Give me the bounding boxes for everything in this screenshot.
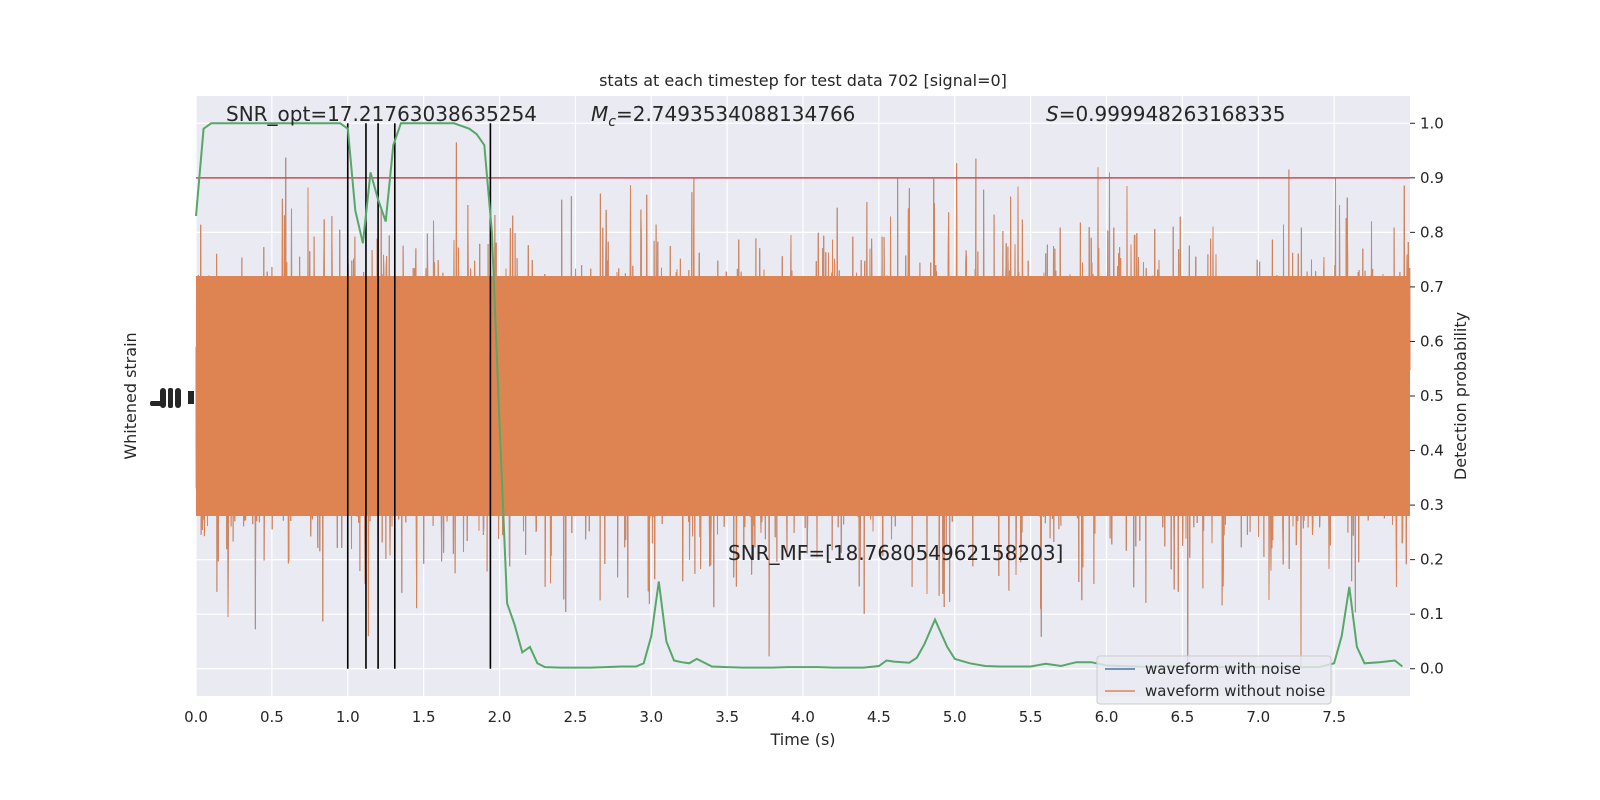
legend-label-without-noise: waveform without noise: [1145, 682, 1325, 700]
left-axis-clutter: [150, 388, 194, 408]
x-tick-label: 7.5: [1322, 708, 1346, 726]
y-tick-label: 0.9: [1420, 169, 1444, 187]
x-tick-label: 5.0: [943, 708, 967, 726]
y-tick-label: 0.0: [1420, 660, 1444, 678]
legend: waveform with noise waveform without noi…: [1096, 655, 1332, 705]
x-tick-label: 6.0: [1095, 708, 1119, 726]
annotation-mc: Mc=2.7493534088134766: [591, 102, 855, 130]
strain-dense-band: [196, 276, 1410, 516]
chart-title: stats at each timestep for test data 702…: [599, 71, 1007, 90]
y-tick-label: 0.7: [1420, 278, 1444, 296]
x-tick-label: 1.0: [336, 708, 360, 726]
x-tick-label: 2.5: [563, 708, 587, 726]
y-tick-label: 0.2: [1420, 551, 1444, 569]
annotation-s: S=0.999948263168335: [1046, 102, 1285, 126]
x-axis-label: Time (s): [769, 730, 835, 749]
x-axis-ticks: 0.0 0.5 1.0 1.5 2.0 2.5 3.0 3.5 4.0 4.5 5.0 5.5 6.0 6…: [184, 708, 1346, 726]
y-tick-label: 0.5: [1420, 387, 1444, 405]
legend-box: [1096, 655, 1332, 705]
y-tick-label: 0.4: [1420, 442, 1444, 460]
x-tick-label: 0.5: [260, 708, 284, 726]
right-axis-ticks: 0.0 0.1 0.2 0.3 0.4 0.5 0.6 0.7 0.8 0.9 1.0: [1410, 114, 1444, 678]
x-tick-label: 5.5: [1019, 708, 1043, 726]
x-tick-label: 2.0: [488, 708, 512, 726]
y-tick-label: 1.0: [1420, 114, 1444, 132]
x-tick-label: 6.5: [1170, 708, 1194, 726]
annotation-snr-mf: SNR_MF=[18.768054962158203]: [728, 541, 1063, 565]
x-tick-label: 3.0: [639, 708, 663, 726]
y-tick-label: 0.1: [1420, 605, 1444, 623]
y-tick-label: 0.8: [1420, 223, 1444, 241]
annotation-snr-opt: SNR_opt=17.21763038635254: [226, 102, 537, 126]
x-tick-label: 1.5: [412, 708, 436, 726]
x-tick-label: 7.0: [1246, 708, 1270, 726]
y-axis-left-label: Whitened strain: [121, 332, 140, 459]
x-tick-label: 4.0: [791, 708, 815, 726]
x-tick-label: 0.0: [184, 708, 208, 726]
strain-traces: [195, 142, 1411, 667]
x-tick-label: 4.5: [867, 708, 891, 726]
y-tick-label: 0.3: [1420, 496, 1444, 514]
legend-label-with-noise: waveform with noise: [1145, 660, 1301, 678]
x-tick-label: 3.5: [715, 708, 739, 726]
y-axis-right-label: Detection probability: [1451, 312, 1470, 480]
y-tick-label: 0.6: [1420, 332, 1444, 350]
